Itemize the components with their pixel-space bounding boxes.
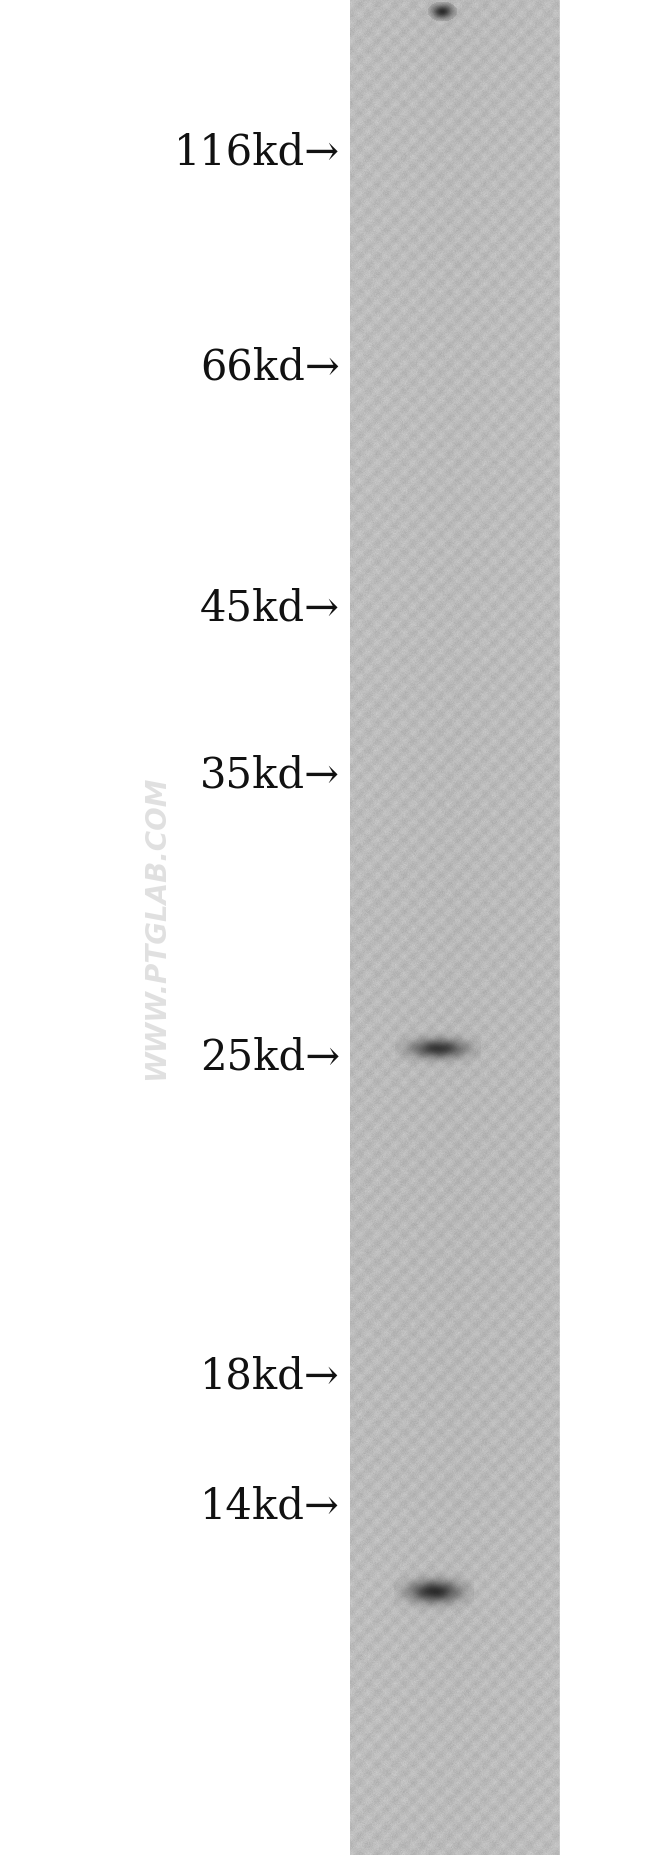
Text: 66kd→: 66kd→	[200, 347, 340, 388]
Text: 45kd→: 45kd→	[200, 588, 340, 629]
Text: WWW.PTGLAB.COM: WWW.PTGLAB.COM	[142, 775, 170, 1080]
Text: 25kd→: 25kd→	[200, 1037, 340, 1078]
Text: 14kd→: 14kd→	[200, 1486, 340, 1527]
Text: 18kd→: 18kd→	[200, 1356, 340, 1397]
Text: 35kd→: 35kd→	[200, 755, 340, 796]
Text: 116kd→: 116kd→	[174, 132, 340, 173]
